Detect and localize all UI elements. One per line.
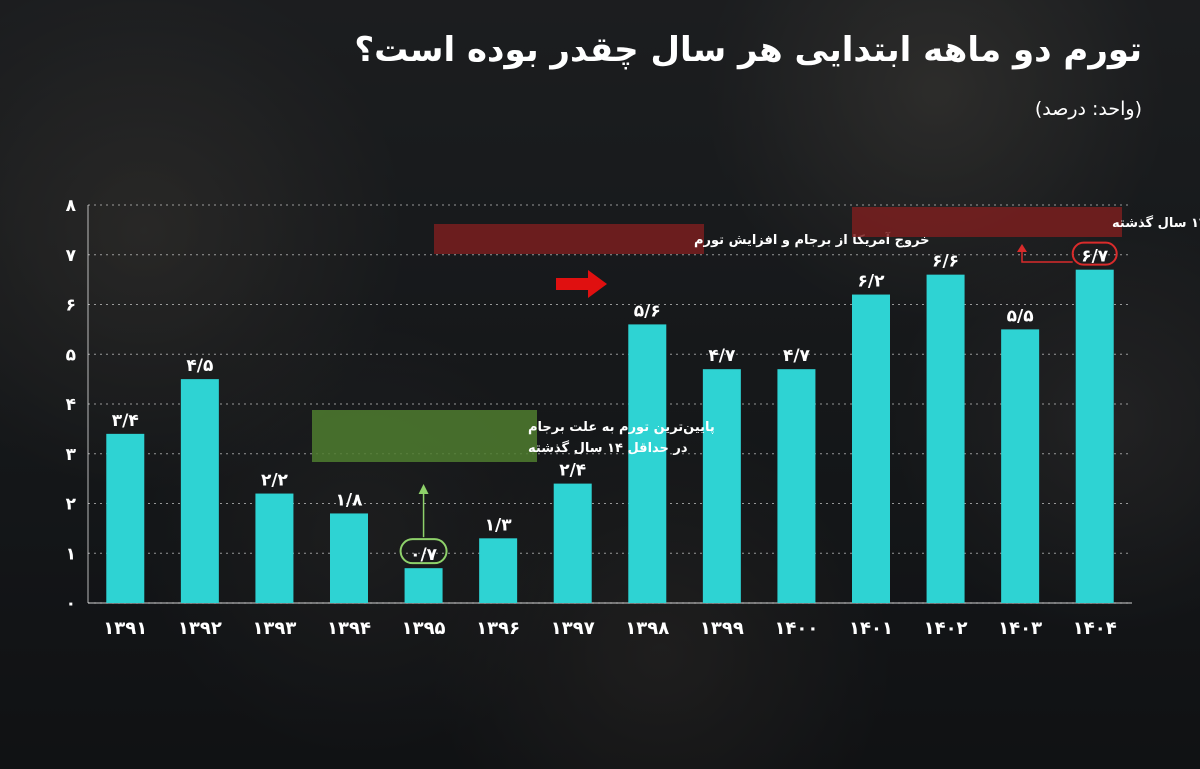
right-arrow-icon — [556, 270, 607, 298]
bar-value-label: ۶/۲ — [858, 272, 886, 292]
x-tick-label: ۱۳۹۹ — [700, 618, 744, 639]
bar — [852, 294, 890, 603]
bar — [702, 369, 741, 603]
bar-value-label: ۶/۷ — [1081, 247, 1109, 267]
x-tick-label: ۱۴۰۳ — [998, 618, 1042, 639]
x-tick-label: ۱۳۹۷ — [551, 618, 595, 639]
unit-label: (واحد: درصد) — [1034, 98, 1142, 120]
y-tick-label: ۵ — [66, 345, 76, 365]
bar-value-label: ۵/۵ — [1007, 306, 1034, 326]
y-tick-label: ۴ — [66, 395, 76, 415]
x-tick-label: ۱۳۹۶ — [476, 618, 520, 639]
bar — [1001, 329, 1040, 603]
bar — [479, 538, 518, 603]
bar-value-label: ۱/۸ — [336, 490, 364, 510]
highest-annotation-text: بالاترین تورم در حداقل ۱۴ سال گذشته — [1112, 215, 1200, 231]
x-tick-label: ۱۳۹۴ — [327, 618, 371, 639]
bar — [180, 379, 219, 603]
y-tick-label: ۶ — [66, 296, 76, 316]
x-tick-label: ۱۳۹۲ — [178, 618, 222, 639]
bar-value-label: ۶/۶ — [932, 252, 959, 272]
bar-value-label: ۴/۵ — [186, 356, 213, 376]
bar — [553, 483, 592, 603]
y-tick-label: ۲ — [66, 495, 77, 515]
bar — [404, 568, 443, 603]
highest-value-circle — [1071, 241, 1118, 266]
y-tick-label: ۷ — [66, 246, 77, 266]
x-tick-label: ۱۴۰۴ — [1073, 618, 1117, 639]
x-tick-label: ۱۳۹۵ — [402, 618, 446, 639]
x-tick-label: ۱۳۹۸ — [625, 618, 669, 639]
bar-value-label: ۳/۴ — [112, 411, 139, 431]
y-tick-label: ۸ — [66, 196, 77, 216]
y-tick-label: ۳ — [66, 445, 77, 465]
x-tick-label: ۱۳۹۳ — [252, 618, 296, 639]
y-tick-label: ۱ — [66, 544, 76, 564]
lowest-value-circle — [399, 538, 448, 565]
bar-value-label: ۱/۳ — [485, 515, 513, 535]
x-tick-label: ۱۳۹۱ — [103, 618, 147, 639]
x-tick-label: ۱۴۰۱ — [849, 618, 893, 639]
bar — [106, 433, 145, 603]
bar — [777, 369, 816, 603]
highest-annotation-box — [852, 207, 1122, 237]
bar — [1075, 269, 1114, 603]
bar-value-label: ۵/۶ — [634, 301, 661, 321]
highest-connector-line — [1021, 250, 1073, 263]
y-tick-label: ۰ — [66, 594, 76, 614]
bar-value-label: ۲/۴ — [559, 461, 586, 481]
bar-value-label: ۴/۷ — [708, 346, 736, 366]
bar — [255, 493, 294, 603]
bar — [628, 324, 667, 603]
lowest-annotation-box — [312, 410, 537, 462]
bar-value-label: ۴/۷ — [783, 346, 811, 366]
us-exit-annotation-box — [434, 224, 704, 254]
bar — [926, 274, 965, 603]
bar-value-label: ۰/۷ — [410, 545, 438, 565]
x-tick-label: ۱۴۰۲ — [924, 618, 968, 639]
lowest-annotation-line2: در حداقل ۱۴ سال گذشته — [528, 440, 688, 456]
page-title: تورم دو ماهه ابتدایی هر سال چقدر بوده اس… — [354, 30, 1142, 70]
x-tick-label: ۱۴۰۰ — [774, 618, 818, 639]
bar-value-label: ۲/۲ — [261, 471, 289, 491]
lowest-arrow-head — [418, 484, 429, 494]
highest-arrow-head — [1017, 244, 1027, 252]
bar — [330, 513, 368, 603]
lowest-annotation-line1: پایین‌ترین تورم به علت برجام — [528, 420, 715, 435]
